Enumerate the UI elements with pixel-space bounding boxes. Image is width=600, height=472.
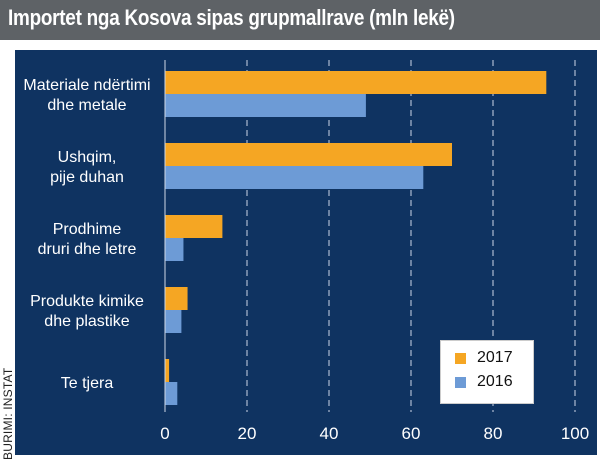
bar-2016-4 (165, 310, 182, 333)
source-label: BURIMI: INSTAT (1, 367, 15, 460)
legend-swatch-2016 (455, 377, 466, 388)
bar-2016-3 (165, 238, 184, 261)
category-label-2-line-2: pije duhan (50, 169, 124, 186)
category-label-3-line-2: druri dhe letre (38, 241, 137, 258)
bar-2017-4 (165, 287, 188, 310)
category-label-5-line-1: Te tjera (61, 375, 114, 392)
category-label-3-line-1: Prodhime (53, 221, 122, 238)
bar-chart: 0 20 40 60 80 100 Materiale ndërtimi dhe metale… (23, 60, 589, 443)
bar-2017-2 (165, 143, 452, 166)
x-tick-label-20: 20 (238, 424, 257, 443)
x-tick-label-60: 60 (402, 424, 421, 443)
bar-2017-3 (165, 215, 223, 238)
bar-2017-1 (165, 71, 547, 94)
x-tick-label-80: 80 (484, 424, 503, 443)
category-label-1-line-2: dhe metale (47, 97, 126, 114)
legend-swatch-2017 (455, 353, 466, 364)
category-label-2-line-1: Ushqim, (58, 149, 117, 166)
x-tick-label-100: 100 (561, 424, 589, 443)
chart-title: Importet nga Kosova sipas grupmallrave (… (8, 5, 455, 30)
category-label-4-line-1: Produkte kimike (30, 293, 144, 310)
bar-2016-2 (165, 166, 424, 189)
bar-2017-5 (165, 359, 170, 382)
x-tick-label-0: 0 (160, 424, 169, 443)
bar-2016-1 (165, 94, 366, 117)
bar-2016-5 (165, 382, 178, 405)
category-label-1-line-1: Materiale ndërtimi (23, 77, 150, 94)
x-tick-label-40: 40 (320, 424, 339, 443)
title-bar: Importet nga Kosova sipas grupmallrave (… (0, 0, 600, 40)
category-label-4-line-2: dhe plastike (44, 313, 129, 330)
legend: 2017 2016 (440, 340, 534, 404)
plot-area: 0 20 40 60 80 100 Materiale ndërtimi dhe metale… (15, 50, 597, 455)
legend-label-2017: 2017 (477, 349, 513, 366)
legend-label-2016: 2016 (477, 373, 513, 390)
